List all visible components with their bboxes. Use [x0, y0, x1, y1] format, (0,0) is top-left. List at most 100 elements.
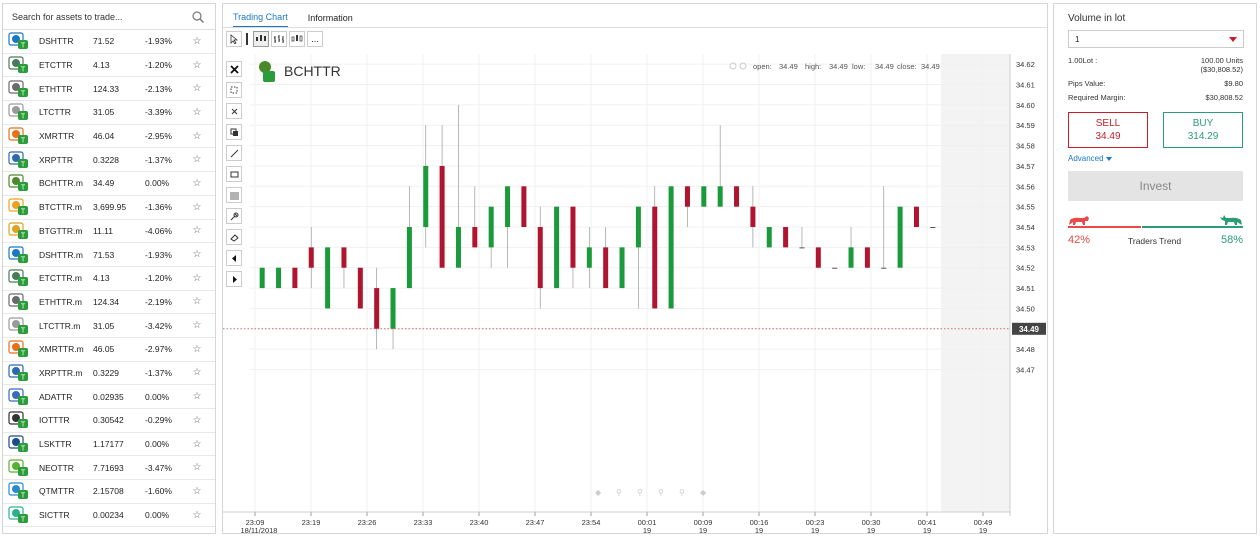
- ohlc-open: 34.49: [779, 62, 798, 71]
- brush-tool-button[interactable]: [226, 208, 242, 224]
- asset-row[interactable]: T LTCTTR.m 31.05 -3.42% ☆: [3, 314, 215, 338]
- asset-row[interactable]: T LTCTTR 31.05 -3.39% ☆: [3, 101, 215, 125]
- magnet-tool-button[interactable]: [226, 103, 242, 119]
- asset-price: 34.49: [93, 178, 115, 189]
- asset-row[interactable]: T ETHTTR 124.33 -2.13% ☆: [3, 77, 215, 102]
- star-icon[interactable]: ☆: [192, 249, 202, 261]
- star-icon[interactable]: ☆: [192, 438, 202, 450]
- advanced-toggle[interactable]: Advanced: [1068, 154, 1256, 163]
- asset-price: 0.30542: [93, 415, 124, 426]
- clone-tool-button[interactable]: [226, 124, 242, 140]
- asset-row[interactable]: T SICTTR 0.00234 0.00% ☆: [3, 504, 215, 528]
- star-icon[interactable]: ☆: [192, 296, 202, 308]
- asset-row[interactable]: T ETHTTR.m 124.34 -2.19% ☆: [3, 291, 215, 315]
- search-input[interactable]: [3, 4, 183, 29]
- candlestick-chart[interactable]: 34.62 34.61 34.60 34.59 34.58 34.57 34.56 34.55…: [223, 50, 1048, 534]
- chart-nav-icon[interactable]: ⚲: [679, 488, 685, 497]
- asset-row[interactable]: T XMRTTR 46.04 -2.95% ☆: [3, 125, 215, 149]
- margin-value: $30,808.52: [1205, 93, 1243, 102]
- star-icon[interactable]: ☆: [192, 225, 202, 237]
- star-icon[interactable]: ☆: [192, 414, 202, 426]
- y-tick-label: 34.54: [1016, 223, 1035, 232]
- asset-row[interactable]: T IOTTTR 0.30542 -0.29% ☆: [3, 409, 215, 433]
- star-icon[interactable]: ☆: [192, 509, 202, 521]
- asset-row[interactable]: T DSHTTR.m 71.53 -1.93% ☆: [3, 243, 215, 267]
- star-icon[interactable]: ☆: [192, 272, 202, 284]
- star-icon[interactable]: ☆: [192, 154, 202, 166]
- star-icon[interactable]: ☆: [192, 391, 202, 403]
- search-icon[interactable]: [192, 11, 204, 23]
- chart-nav-icon[interactable]: ⚲: [658, 488, 664, 497]
- chart-nav-icon[interactable]: ◆: [595, 488, 602, 497]
- asset-row[interactable]: T XRPTTR 0.3228 -1.37% ☆: [3, 148, 215, 173]
- candle-body: [684, 186, 690, 207]
- scroll-left-button[interactable]: [226, 250, 242, 266]
- fibonacci-tool-button[interactable]: [226, 187, 242, 203]
- x-tick-label: 00:23: [806, 518, 825, 527]
- hollow-candle-button[interactable]: [289, 31, 305, 47]
- current-price-badge: [1012, 322, 1046, 335]
- asset-change: -1.36%: [145, 202, 172, 213]
- candle-chart-button[interactable]: [253, 31, 269, 47]
- scroll-right-button[interactable]: [226, 271, 242, 287]
- chart-nav-icon[interactable]: ◆: [700, 488, 707, 497]
- close-tool-button[interactable]: [226, 61, 242, 77]
- bar-chart-button[interactable]: [271, 31, 287, 47]
- asset-row[interactable]: T BCHTTR.m 34.49 0.00% ☆: [3, 172, 215, 196]
- star-icon[interactable]: ☆: [192, 343, 202, 355]
- asset-row[interactable]: T QTMTTR 2.15708 -1.60% ☆: [3, 480, 215, 504]
- cursor-tool-button[interactable]: [226, 31, 242, 47]
- more-tools-button[interactable]: ...: [307, 31, 323, 47]
- asset-row[interactable]: T ETCTTR 4.13 -1.20% ☆: [3, 54, 215, 78]
- fibonacci-icon: [229, 192, 239, 199]
- candle-body: [734, 186, 740, 207]
- sell-button[interactable]: SELL 34.49: [1068, 112, 1148, 148]
- star-icon[interactable]: ☆: [192, 83, 202, 95]
- x-tick-date: 19: [755, 526, 763, 534]
- asset-row[interactable]: T ADATTR 0.02935 0.00% ☆: [3, 385, 215, 409]
- asset-row[interactable]: T XMRTTR.m 46.05 -2.97% ☆: [3, 338, 215, 362]
- star-icon[interactable]: ☆: [192, 59, 202, 71]
- invest-button[interactable]: Invest: [1068, 171, 1243, 201]
- asset-change: -2.19%: [145, 296, 172, 307]
- asset-price: 0.02935: [93, 391, 124, 402]
- x-tick-label: 00:16: [750, 518, 769, 527]
- rectangle-tool-button[interactable]: [226, 166, 242, 182]
- tab-trading-chart[interactable]: Trading Chart: [233, 12, 288, 27]
- asset-row[interactable]: T XRPTTR.m 0.3229 -1.37% ☆: [3, 362, 215, 386]
- asset-row[interactable]: T LSKTTR 1.17177 0.00% ☆: [3, 433, 215, 457]
- star-icon[interactable]: ☆: [192, 201, 202, 213]
- asset-row[interactable]: T DSHTTR 71.52 -1.93% ☆: [3, 30, 215, 54]
- asset-row[interactable]: T BTGTTR.m 11.11 -4.06% ☆: [3, 220, 215, 244]
- svg-text:T: T: [21, 161, 26, 168]
- select-tool-button[interactable]: [226, 82, 242, 98]
- x-tick-date: 19: [923, 526, 931, 534]
- star-icon[interactable]: ☆: [192, 485, 202, 497]
- star-icon[interactable]: ☆: [192, 35, 202, 47]
- star-icon[interactable]: ☆: [192, 462, 202, 474]
- candle-body: [488, 206, 494, 248]
- star-icon[interactable]: ☆: [192, 177, 202, 189]
- asset-row[interactable]: T NEOTTR 7.71693 -3.47% ☆: [3, 456, 215, 481]
- chart-nav-icon[interactable]: ⚲: [616, 488, 622, 497]
- x-tick-date: 18/11/2018: [241, 526, 278, 534]
- eraser-tool-button[interactable]: [226, 229, 242, 245]
- asset-name: XMRTTR: [39, 131, 75, 142]
- buy-button[interactable]: BUY 314.29: [1163, 112, 1243, 148]
- volume-select[interactable]: 1: [1068, 30, 1244, 48]
- svg-text:T: T: [21, 303, 26, 310]
- pips-label: Pips Value:: [1068, 79, 1106, 88]
- chart-nav-icon[interactable]: ⚲: [637, 488, 643, 497]
- trendline-tool-button[interactable]: [226, 145, 242, 161]
- star-icon[interactable]: ☆: [192, 106, 202, 118]
- star-icon[interactable]: ☆: [192, 367, 202, 379]
- asset-row[interactable]: T BTCTTR.m 3,699.95 -1.36% ☆: [3, 196, 215, 220]
- arrow-left-icon: [231, 254, 236, 262]
- asset-row[interactable]: T ETCTTR.m 4.13 -1.20% ☆: [3, 267, 215, 291]
- star-icon[interactable]: ☆: [192, 130, 202, 142]
- y-tick-label: 34.60: [1016, 101, 1035, 110]
- star-icon[interactable]: ☆: [192, 320, 202, 332]
- tab-information[interactable]: Information: [307, 13, 353, 23]
- x-tick-label: 23:40: [470, 518, 489, 527]
- xrp-icon: T: [8, 364, 30, 382]
